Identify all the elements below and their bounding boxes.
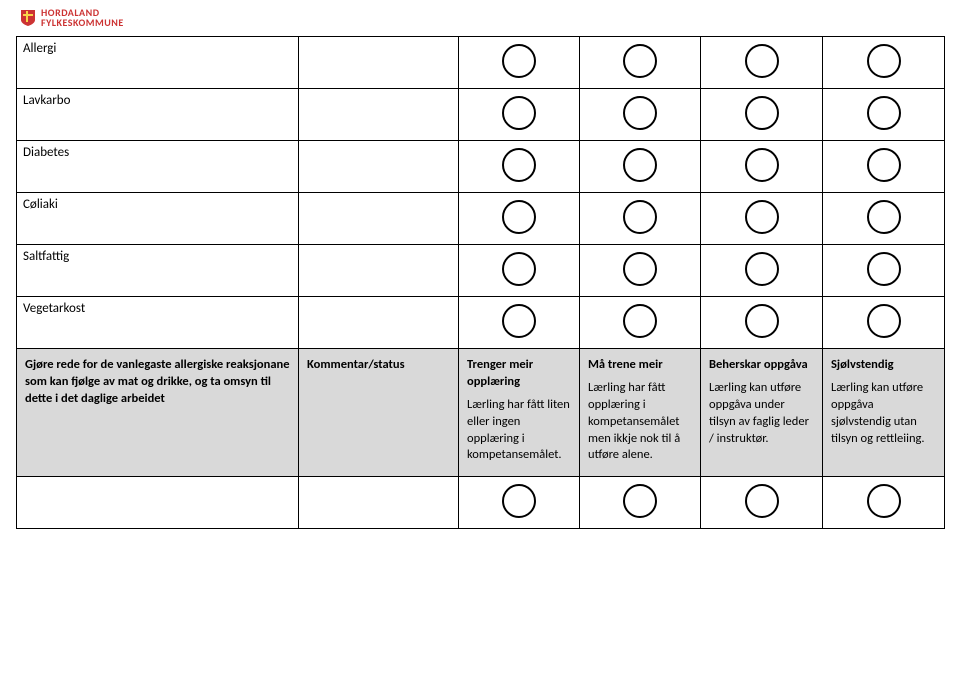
rating-circle[interactable] (745, 200, 779, 234)
rating-circle[interactable] (745, 148, 779, 182)
rating-circle[interactable] (502, 304, 536, 338)
rating-circle[interactable] (502, 484, 536, 518)
rating-circle[interactable] (623, 96, 657, 130)
comment-cell[interactable] (299, 193, 459, 245)
row-label: Saltfattig (17, 245, 299, 297)
logo-text: HORDALAND FYLKESKOMMUNE (41, 8, 124, 28)
page: Allergi Lavkarbo Diabetes Cøliaki Saltfa… (16, 36, 944, 529)
rating-circle[interactable] (867, 148, 901, 182)
table-row: Saltfattig (17, 245, 945, 297)
rating-circle[interactable] (745, 304, 779, 338)
assessment-table: Allergi Lavkarbo Diabetes Cøliaki Saltfa… (16, 36, 945, 529)
comment-cell[interactable] (299, 37, 459, 89)
rating-circle[interactable] (623, 252, 657, 286)
comment-cell[interactable] (299, 141, 459, 193)
rating-circle[interactable] (867, 96, 901, 130)
rating-circle[interactable] (623, 484, 657, 518)
comment-cell[interactable] (299, 297, 459, 349)
row-label: Cøliaki (17, 193, 299, 245)
rating-circle[interactable] (502, 44, 536, 78)
row-label: Allergi (17, 37, 299, 89)
rating-circle[interactable] (502, 200, 536, 234)
rating-circle[interactable] (745, 96, 779, 130)
table-row: Vegetarkost (17, 297, 945, 349)
logo: HORDALAND FYLKESKOMMUNE (20, 8, 124, 28)
rating-circle[interactable] (623, 44, 657, 78)
rating-circle[interactable] (867, 44, 901, 78)
rating-circle[interactable] (867, 252, 901, 286)
header-trenger-meir: Trenger meir opplæring Lærling har fått … (459, 349, 580, 477)
table-row: Lavkarbo (17, 89, 945, 141)
rating-circle[interactable] (745, 252, 779, 286)
comment-cell[interactable] (299, 89, 459, 141)
table-row: Allergi (17, 37, 945, 89)
row-label: Lavkarbo (17, 89, 299, 141)
table-row (17, 477, 945, 529)
rating-circle[interactable] (623, 148, 657, 182)
rating-circle[interactable] (867, 304, 901, 338)
row-label: Vegetarkost (17, 297, 299, 349)
logo-line2: FYLKESKOMMUNE (41, 18, 124, 28)
row-label: Diabetes (17, 141, 299, 193)
header-sjolvstendig: Sjølvstendig Lærling kan utføre oppgåva … (823, 349, 945, 477)
header-kommentar: Kommentar/status (299, 349, 459, 477)
rating-circle[interactable] (502, 148, 536, 182)
section-description: Gjøre rede for de vanlegaste allergiske … (17, 349, 299, 477)
rating-circle[interactable] (745, 44, 779, 78)
table-row: Diabetes (17, 141, 945, 193)
comment-cell[interactable] (299, 477, 459, 529)
header-beherskar: Beherskar oppgåva Lærling kan utføre opp… (701, 349, 823, 477)
rating-circle[interactable] (867, 200, 901, 234)
rating-circle[interactable] (623, 200, 657, 234)
rating-circle[interactable] (745, 484, 779, 518)
comment-cell[interactable] (299, 245, 459, 297)
table-row: Cøliaki (17, 193, 945, 245)
rating-circle[interactable] (502, 96, 536, 130)
row-label (17, 477, 299, 529)
rating-circle[interactable] (623, 304, 657, 338)
header-maa-trene: Må trene meir Lærling har fått opplæring… (580, 349, 701, 477)
section-header-row: Gjøre rede for de vanlegaste allergiske … (17, 349, 945, 477)
rating-circle[interactable] (502, 252, 536, 286)
rating-circle[interactable] (867, 484, 901, 518)
shield-icon (20, 9, 36, 27)
